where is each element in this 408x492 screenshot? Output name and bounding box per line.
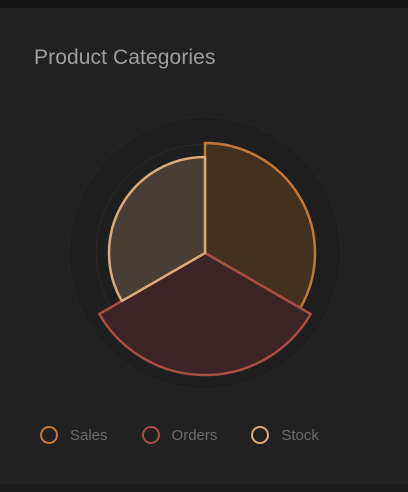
slice-stock[interactable] (107, 155, 207, 303)
legend-item-sales[interactable]: Sales (40, 426, 108, 444)
legend-swatch-sales (40, 426, 58, 444)
chart-slices (98, 141, 317, 377)
legend-swatch-stock (251, 426, 270, 444)
legend-item-orders[interactable]: Orders (141, 426, 218, 444)
slice-sales[interactable] (203, 141, 317, 310)
top-bar (0, 0, 408, 8)
legend-label-stock: Stock (281, 426, 319, 444)
legend-label-sales: Sales (70, 426, 108, 444)
legend-item-stock[interactable]: Stock (251, 426, 319, 444)
legend: Sales Orders Stock (40, 415, 353, 455)
legend-label-orders: Orders (171, 426, 218, 444)
chart-title: Product Categories (34, 46, 216, 69)
legend-swatch-orders (141, 426, 160, 444)
